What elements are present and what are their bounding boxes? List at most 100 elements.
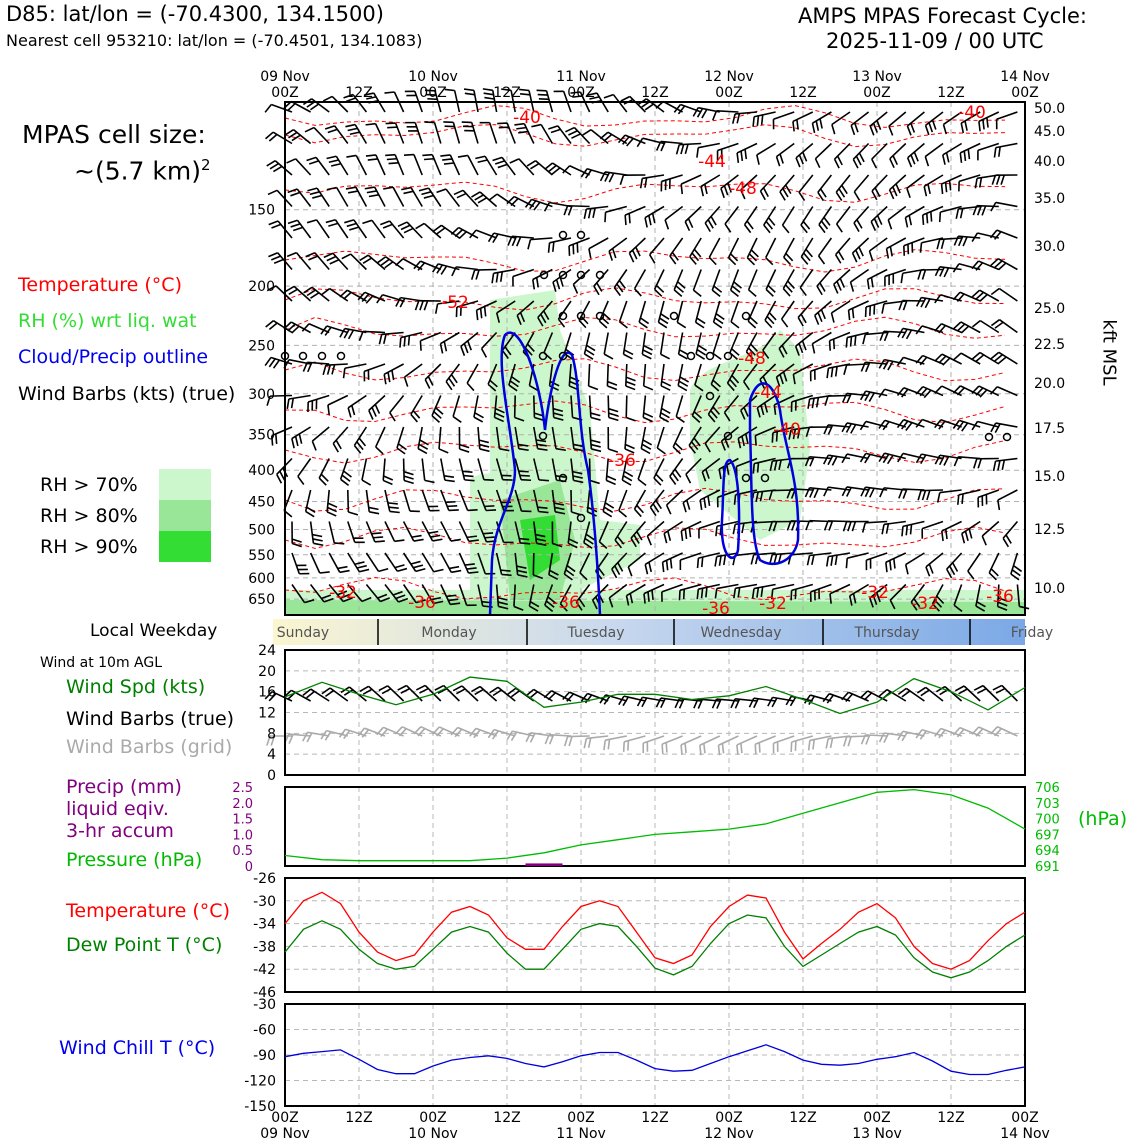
barb-flag bbox=[921, 269, 927, 280]
barb-flag bbox=[858, 246, 864, 257]
x-tick-time-bottom: 00Z bbox=[567, 1110, 594, 1126]
barb-flag bbox=[748, 253, 757, 262]
surface-wind-barb-grid bbox=[563, 735, 590, 747]
barb-flag bbox=[896, 356, 905, 366]
barb-flag bbox=[772, 521, 778, 532]
wind-barb bbox=[847, 300, 869, 321]
barb-flag bbox=[265, 131, 274, 140]
barb-flag bbox=[905, 329, 913, 340]
barb-flag bbox=[827, 455, 834, 466]
barb-flag bbox=[436, 188, 447, 194]
barb-flag bbox=[324, 689, 335, 698]
barb-staff bbox=[661, 583, 683, 593]
barb-flag bbox=[841, 486, 848, 497]
pressure-tick: 700 bbox=[1035, 813, 1060, 828]
weekday-thursday: Thursday bbox=[853, 625, 919, 641]
wind-barb bbox=[364, 186, 386, 207]
wind-barb bbox=[630, 520, 647, 548]
wind-barb bbox=[450, 226, 479, 240]
barb-staff bbox=[996, 111, 1018, 120]
barb-flag bbox=[312, 538, 323, 542]
rh80-swatch bbox=[159, 500, 211, 531]
barb-flag bbox=[831, 124, 836, 135]
barb-flag bbox=[697, 699, 704, 709]
barb-flag bbox=[936, 595, 945, 604]
barb-staff bbox=[559, 584, 572, 605]
wind-barb bbox=[436, 188, 461, 207]
barb-flag bbox=[730, 321, 740, 329]
wind-barb bbox=[770, 583, 795, 600]
wind-barb bbox=[326, 155, 349, 176]
barb-flag bbox=[1005, 534, 1012, 544]
barb-flag bbox=[828, 520, 834, 531]
barb-staff bbox=[449, 154, 461, 176]
wind-barb bbox=[617, 134, 646, 147]
barb-flag bbox=[624, 448, 635, 454]
wind-barb bbox=[291, 584, 315, 604]
barb-staff bbox=[329, 287, 349, 302]
barb-flag bbox=[781, 318, 789, 328]
barb-staff bbox=[458, 489, 469, 511]
barb-flag bbox=[782, 288, 791, 297]
wind-barb bbox=[720, 174, 739, 199]
barb-flag bbox=[473, 729, 481, 739]
barb-flag bbox=[373, 536, 384, 539]
wind-barb bbox=[657, 300, 670, 329]
barb-flag bbox=[841, 393, 848, 403]
hpa-tick: 300 bbox=[248, 387, 275, 403]
wind-barb bbox=[339, 458, 352, 487]
barb-flag bbox=[695, 353, 705, 360]
wind-barb bbox=[660, 174, 683, 192]
wind-barb bbox=[853, 205, 870, 233]
surface-wind-barb-true bbox=[992, 684, 1018, 702]
barb-flag bbox=[587, 737, 592, 748]
x-tick-time-top: 00Z bbox=[271, 85, 298, 101]
barb-flag bbox=[736, 744, 739, 755]
wind-barb bbox=[495, 584, 509, 610]
barb-flag bbox=[896, 387, 905, 397]
barb-flag bbox=[654, 288, 663, 297]
wind-barb bbox=[952, 291, 981, 302]
barb-staff bbox=[274, 160, 293, 176]
x-tick-time-bottom: 12Z bbox=[493, 1110, 520, 1126]
barb-flag bbox=[767, 217, 776, 226]
barb-flag bbox=[720, 188, 725, 199]
barb-staff bbox=[700, 174, 721, 188]
barb-flag bbox=[540, 313, 547, 324]
calm-circle bbox=[595, 311, 605, 321]
barb-flag bbox=[848, 595, 853, 606]
wind-barb bbox=[471, 191, 498, 208]
barb-staff bbox=[759, 174, 777, 192]
wind-barb bbox=[621, 458, 634, 486]
barb-staff bbox=[334, 125, 349, 144]
barb-flag bbox=[853, 122, 859, 133]
barb-flag bbox=[978, 121, 981, 132]
wind-barb bbox=[917, 489, 944, 501]
barb-flag bbox=[516, 236, 522, 247]
wind-barb bbox=[325, 218, 349, 239]
barb-flag bbox=[971, 421, 979, 431]
calm-circle bbox=[576, 270, 586, 280]
barb-flag bbox=[353, 444, 362, 454]
barb-staff bbox=[385, 256, 405, 271]
wind-barb bbox=[568, 237, 590, 256]
barb-flag bbox=[829, 737, 834, 749]
barb-flag bbox=[726, 382, 735, 392]
barb-flag bbox=[993, 728, 1003, 737]
barb-flag bbox=[435, 407, 444, 415]
barb-flag bbox=[528, 605, 539, 612]
surface-wind-barb-grid bbox=[754, 735, 776, 755]
barb-flag bbox=[971, 385, 980, 394]
barb-staff bbox=[902, 520, 925, 528]
barb-flag bbox=[971, 351, 981, 360]
barb-flag bbox=[674, 442, 683, 451]
barb-flag bbox=[684, 221, 691, 232]
wind-barb bbox=[508, 363, 521, 392]
barb-flag bbox=[864, 391, 871, 402]
barb-flag bbox=[514, 122, 525, 126]
barb-flag bbox=[865, 734, 871, 745]
wind-barb bbox=[461, 121, 479, 144]
barb-flag bbox=[474, 194, 484, 201]
barb-flag bbox=[555, 447, 566, 452]
barb-staff bbox=[846, 453, 869, 460]
